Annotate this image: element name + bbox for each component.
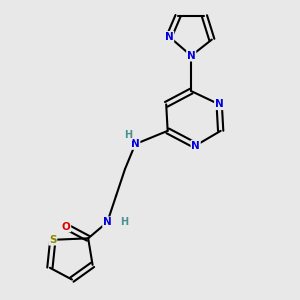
Text: N: N [165, 32, 173, 42]
Text: N: N [215, 99, 224, 110]
Text: S: S [49, 235, 57, 245]
Text: O: O [62, 222, 70, 232]
Text: N: N [191, 141, 200, 151]
Text: N: N [103, 217, 112, 227]
Text: N: N [187, 51, 196, 61]
Text: H: H [124, 130, 132, 140]
Text: H: H [121, 217, 129, 227]
Text: N: N [131, 139, 140, 149]
